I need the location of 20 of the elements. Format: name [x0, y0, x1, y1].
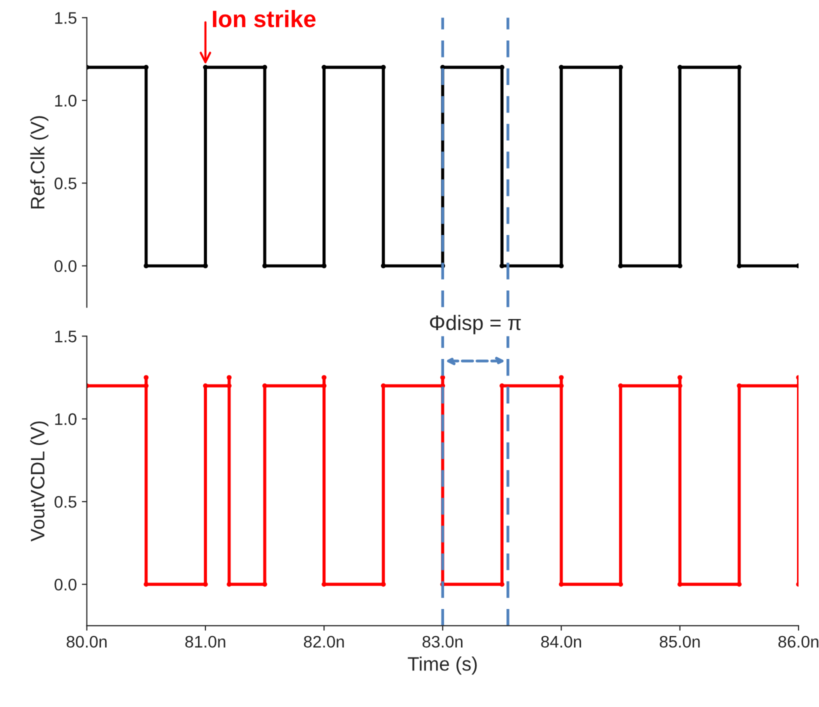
x-tick-label: 86.0n [778, 636, 818, 648]
y-tick-label: 0.5 [54, 496, 76, 508]
y-tick-label: 0.5 [54, 178, 76, 190]
y-axis-title: VoutVCDL (V) [30, 421, 48, 542]
y-tick-label: 1.5 [55, 330, 76, 342]
x-axis-title: Time (s) [408, 656, 477, 675]
y-tick-label: 1.0 [55, 413, 76, 426]
y-tick-label: 0.0 [54, 260, 76, 272]
annotation: Ion strike [212, 10, 316, 28]
x-tick-label: 82.0n [304, 636, 344, 648]
x-tick-label: 83.0n [422, 636, 462, 648]
y-axis-title: Ref.Clk (V) [30, 116, 48, 208]
y-tick-label: 1.5 [55, 12, 76, 24]
x-tick-label: 80.0n [66, 636, 107, 648]
annotation: Φdisp = π [430, 314, 521, 334]
y-tick-label: 0.0 [54, 578, 76, 591]
x-tick-label: 81.0n [185, 636, 226, 648]
x-tick-label: 84.0n [541, 636, 582, 648]
x-tick-label: 85.0n [660, 636, 700, 648]
y-tick-label: 1.0 [55, 94, 76, 107]
